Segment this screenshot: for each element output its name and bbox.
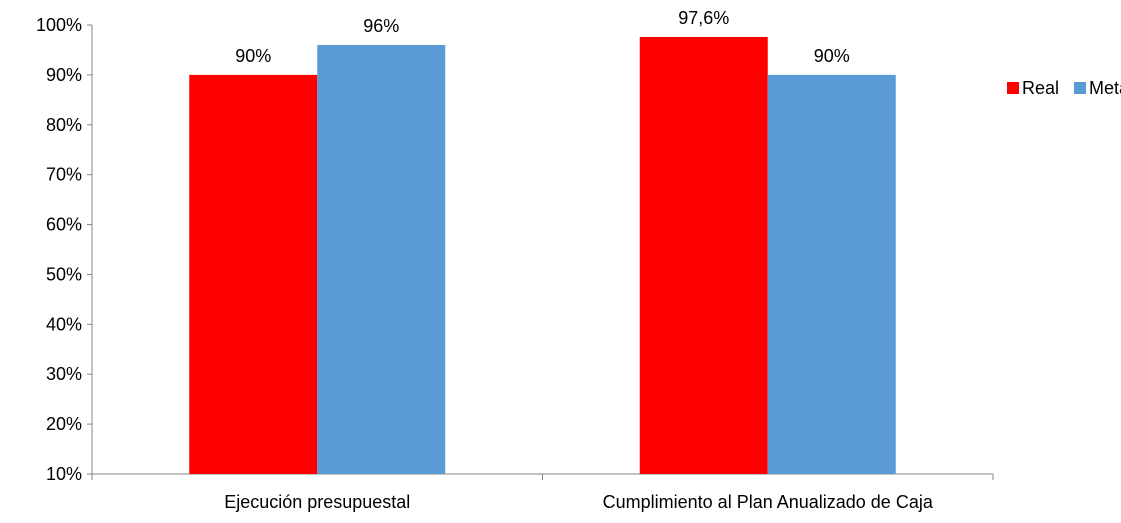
data-label-meta-2: 90% [814,46,850,66]
bar-meta-2 [767,74,896,474]
y-tick-label: 40% [46,314,82,334]
legend-swatch-real [1007,82,1019,94]
data-label-meta-1: 96% [363,16,399,36]
bar-meta-1 [317,44,446,474]
y-tick-label: 30% [46,364,82,384]
y-tick-label: 60% [46,215,82,235]
y-tick-label: 100% [36,15,82,35]
data-label-real-2: 97,6% [678,8,729,28]
legend-label-real: Real [1022,78,1059,98]
bars [189,36,896,475]
legend-label-meta: Meta [1089,78,1121,98]
bar-real-2 [639,36,768,475]
y-tick-label: 70% [46,165,82,185]
y-tick-label: 50% [46,264,82,284]
y-tick-label: 80% [46,115,82,135]
x-category-label: Cumplimiento al Plan Anualizado de Caja [603,492,934,512]
data-label-real-1: 90% [235,46,271,66]
y-tick-label: 90% [46,65,82,85]
legend-swatch-meta [1074,82,1086,94]
x-category-label: Ejecución presupuestal [224,492,410,512]
y-tick-label: 20% [46,414,82,434]
labels: 90% 96% Ejecución presupuestal 97,6% 90% Cump… [224,8,934,512]
legend: Real Meta [1007,78,1121,98]
y-tick-label: 10% [46,464,82,484]
bar-real-1 [189,74,318,474]
